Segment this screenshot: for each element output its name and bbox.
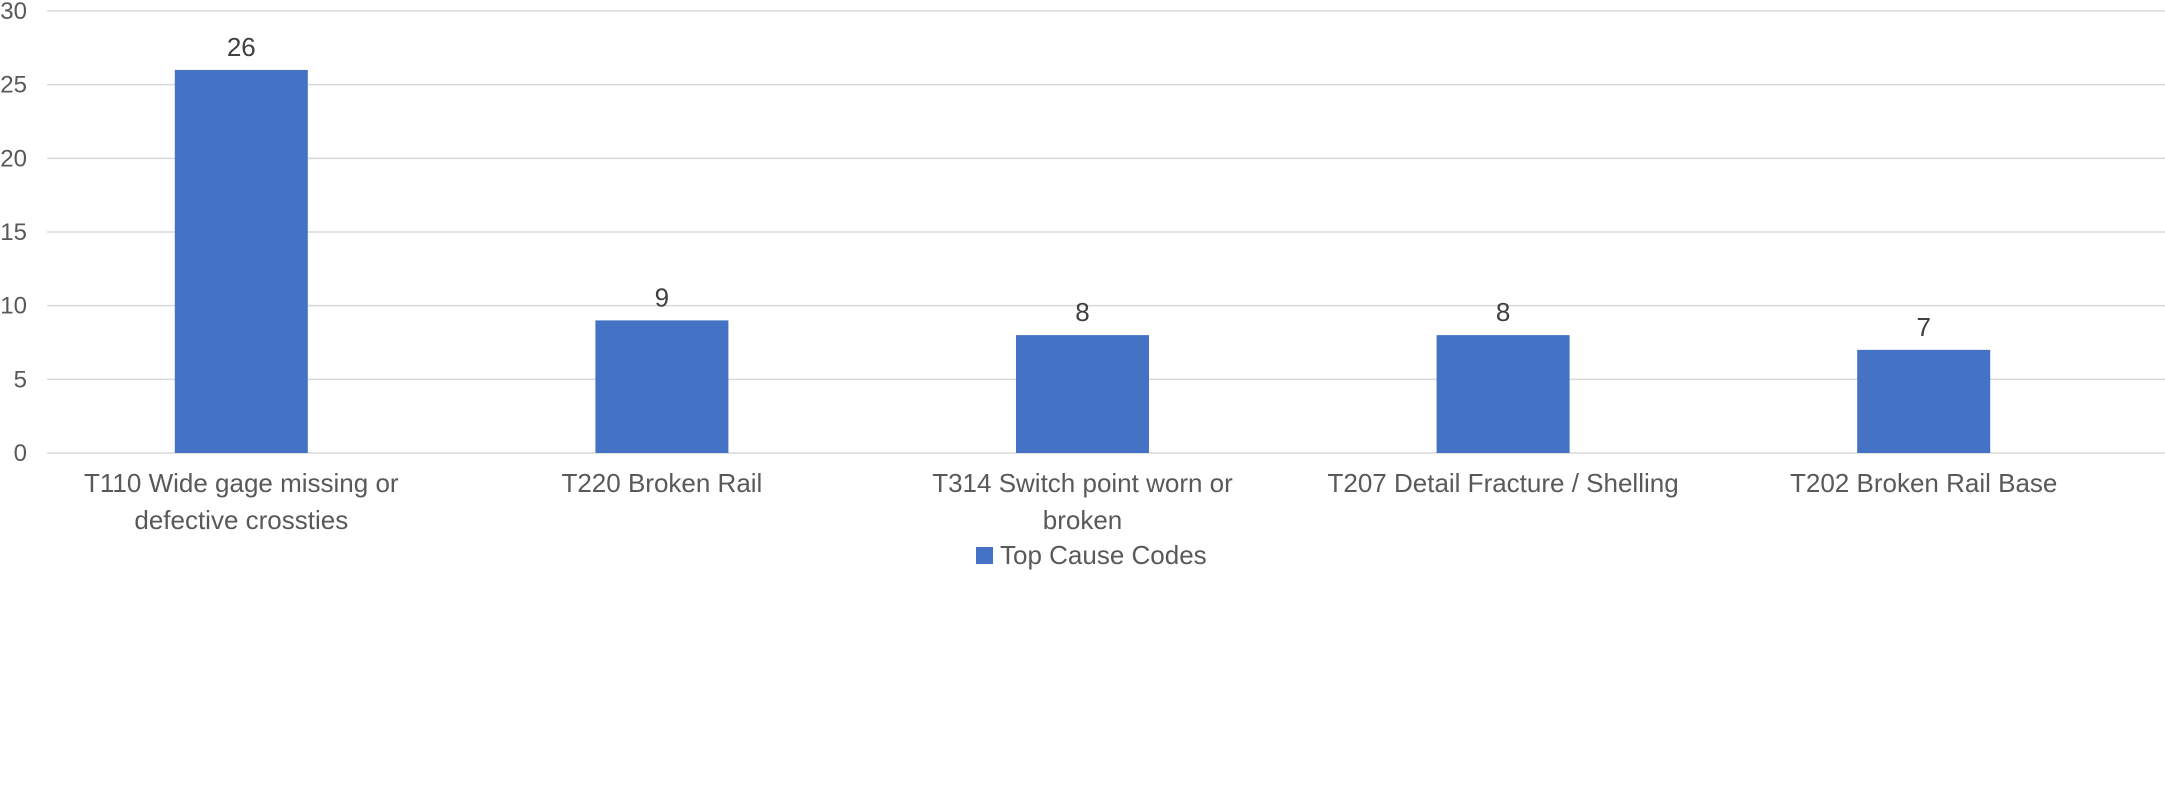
x-tick-label-line: T207 Detail Fracture / Shelling — [1328, 468, 1679, 498]
x-tick-label-2: T220 Broken Rail — [561, 468, 762, 498]
data-label-1: 26 — [227, 32, 256, 62]
gridlines — [47, 10, 2165, 454]
legend-label: Top Cause Codes — [1000, 540, 1207, 570]
bar-4 — [1436, 335, 1570, 453]
data-label-3: 8 — [1075, 297, 1089, 327]
bar-2 — [595, 320, 729, 453]
data-label-5: 7 — [1916, 312, 1930, 342]
x-tick-label-line: defective crossties — [134, 505, 348, 535]
y-tick-label: 0 — [14, 440, 27, 467]
data-labels: 26 9 8 8 7 — [227, 32, 1931, 342]
x-tick-label-line: T220 Broken Rail — [561, 468, 762, 498]
legend: Top Cause Codes — [976, 540, 1207, 570]
y-tick-label: 30 — [0, 0, 27, 25]
bars — [174, 69, 1991, 453]
x-tick-label-3: T314 Switch point worn or broken — [932, 468, 1233, 535]
x-tick-label-4: T207 Detail Fracture / Shelling — [1328, 468, 1679, 498]
x-tick-label-line: T110 Wide gage missing or — [84, 468, 399, 498]
x-tick-label-line: T314 Switch point worn or — [932, 468, 1233, 498]
x-axis-tick-labels: T110 Wide gage missing or defective cross… — [84, 468, 2057, 535]
y-tick-label: 20 — [0, 145, 27, 172]
bar-5 — [1857, 349, 1991, 453]
y-axis-tick-labels: 0 5 10 15 20 25 30 — [0, 0, 27, 467]
y-tick-label: 10 — [0, 293, 27, 320]
data-label-4: 8 — [1496, 297, 1510, 327]
x-tick-label-1: T110 Wide gage missing or defective cross… — [84, 468, 399, 535]
legend-swatch — [976, 547, 993, 564]
data-label-2: 9 — [655, 282, 669, 312]
bar-1 — [174, 69, 308, 453]
x-tick-label-line: broken — [1043, 505, 1123, 535]
y-tick-label: 25 — [0, 72, 27, 99]
y-tick-label: 5 — [14, 366, 27, 393]
x-tick-label-5: T202 Broken Rail Base — [1790, 468, 2057, 498]
x-tick-label-line: T202 Broken Rail Base — [1790, 468, 2057, 498]
bar-3 — [1016, 335, 1149, 453]
y-tick-label: 15 — [0, 219, 27, 246]
